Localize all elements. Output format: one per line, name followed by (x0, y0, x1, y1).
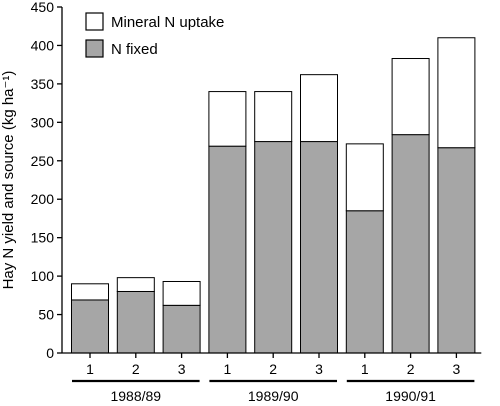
legend-label-mineral-n-uptake: Mineral N uptake (111, 14, 224, 31)
x-group-label: 1988/89 (110, 388, 161, 404)
y-tick-label: 350 (31, 76, 55, 92)
y-tick-label: 250 (31, 153, 55, 169)
y-tick-label: 100 (31, 268, 55, 284)
legend-swatch-n-fixed (85, 39, 104, 58)
bar-segment-n-fixed (208, 145, 247, 354)
bar-segment-mineral-n-uptake (345, 143, 384, 212)
y-axis-label: Hay N yield and source (kg ha⁻¹) (0, 71, 17, 290)
x-group-label: 1989/90 (248, 388, 299, 404)
bar-segment-n-fixed (116, 290, 155, 354)
bar-segment-mineral-n-uptake (116, 277, 155, 292)
legend-swatch-mineral-n-uptake (85, 12, 104, 31)
bar-segment-mineral-n-uptake (71, 283, 109, 301)
bar-segment-mineral-n-uptake (254, 91, 293, 143)
x-tick-label: 2 (132, 361, 140, 377)
bar-segment-n-fixed (254, 141, 293, 354)
y-tick-label: 450 (31, 0, 55, 15)
y-tick-label: 200 (31, 191, 55, 207)
bar-segment-mineral-n-uptake (300, 74, 338, 143)
x-tick-label: 1 (224, 361, 232, 377)
bar-segment-n-fixed (71, 299, 109, 354)
bar-segment-mineral-n-uptake (162, 280, 201, 306)
bar-segment-mineral-n-uptake (391, 58, 430, 136)
y-tick-label: 400 (31, 37, 55, 53)
y-axis: 0 50 100 150 200 250 300 350 400 450 (31, 0, 63, 361)
x-axis: 1 2 3 1 2 3 1 2 3 1988/89 1989/90 1990/91 (62, 352, 482, 404)
x-tick-label: 3 (453, 361, 461, 377)
bar-segment-n-fixed (300, 141, 338, 354)
bar-segment-mineral-n-uptake (208, 91, 247, 147)
y-tick-label: 300 (31, 114, 55, 130)
bar-segment-n-fixed (437, 147, 476, 354)
x-tick-label: 2 (407, 361, 415, 377)
x-tick-label: 1 (361, 361, 369, 377)
legend: Mineral N uptake N fixed (85, 12, 224, 58)
bar-segment-n-fixed (391, 134, 430, 354)
y-tick-label: 50 (38, 307, 54, 323)
x-tick-label: 3 (178, 361, 186, 377)
x-group-label: 1990/91 (385, 388, 436, 404)
bars (71, 37, 476, 354)
bar-segment-mineral-n-uptake (437, 37, 476, 149)
x-tick-label: 2 (269, 361, 277, 377)
legend-label-n-fixed: N fixed (111, 41, 158, 58)
x-tick-label: 3 (315, 361, 323, 377)
y-tick-label: 0 (46, 345, 54, 361)
y-tick-label: 150 (31, 230, 55, 246)
x-tick-label: 1 (86, 361, 94, 377)
bar-segment-n-fixed (345, 210, 384, 354)
bar-segment-n-fixed (162, 304, 201, 354)
